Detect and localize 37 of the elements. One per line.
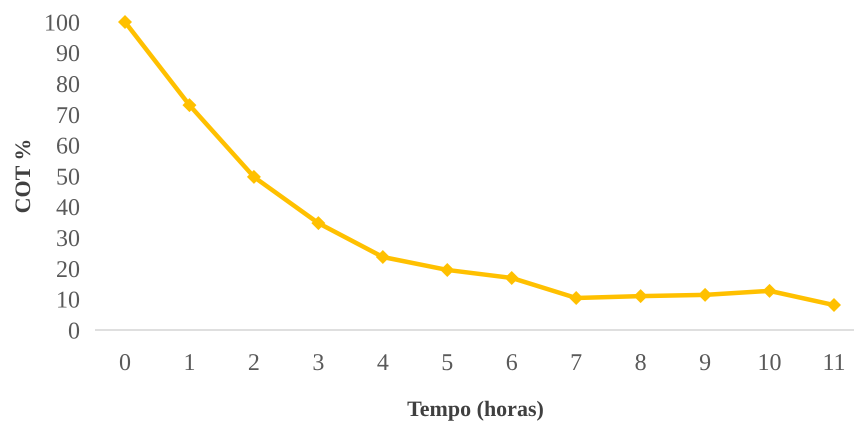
- x-tick-label: 7: [570, 350, 582, 376]
- x-tick-label: 3: [312, 350, 324, 376]
- point: [440, 262, 454, 277]
- point: [182, 98, 196, 112]
- x-axis-title: Tempo (horas): [407, 396, 544, 421]
- point: [634, 289, 648, 304]
- y-tick-label: 50: [56, 164, 80, 190]
- point: [698, 288, 712, 302]
- x-tick-label: 5: [441, 350, 454, 376]
- y-tick-label: 30: [56, 226, 80, 252]
- y-tick-label: 90: [56, 41, 80, 68]
- point: [311, 216, 326, 230]
- point: [827, 298, 841, 312]
- x-tick-label: 6: [506, 350, 518, 376]
- point: [118, 15, 132, 29]
- y-axis-title: COT %: [10, 138, 35, 214]
- x-tick-label: 2: [248, 350, 260, 376]
- y-tick-label: 100: [44, 10, 80, 36]
- point: [504, 270, 519, 285]
- point: [569, 290, 584, 305]
- y-tick-label: 0: [68, 318, 80, 344]
- x-tick-label: 10: [758, 350, 782, 376]
- y-tick-label: 20: [56, 256, 80, 283]
- y-tick-label: 60: [56, 134, 80, 160]
- x-tick-label: 0: [119, 350, 131, 376]
- x-tick-label: 9: [699, 350, 712, 376]
- x-tick-label: 8: [634, 350, 647, 376]
- point: [762, 284, 777, 298]
- y-tick-label: 40: [56, 195, 80, 222]
- x-tick-label: 4: [376, 350, 389, 376]
- x-tick-label: 11: [822, 350, 846, 376]
- point: [246, 170, 261, 184]
- x-tick-label: 1: [183, 350, 196, 376]
- y-tick-label: 10: [56, 288, 80, 314]
- point: [376, 250, 390, 264]
- y-tick-label: 80: [56, 72, 80, 98]
- y-tick-label: 70: [56, 102, 80, 129]
